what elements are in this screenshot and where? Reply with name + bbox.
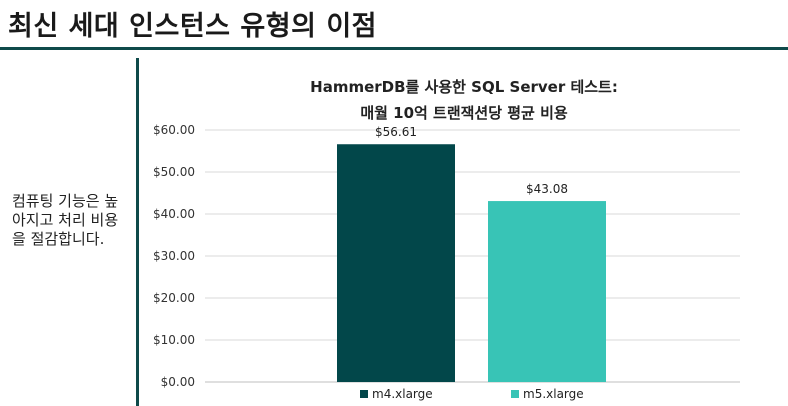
legend-label: m4.xlarge xyxy=(372,387,433,401)
bar-data-label: $43.08 xyxy=(526,182,568,196)
y-tick-label: $30.00 xyxy=(153,249,195,263)
bar-data-label: $56.61 xyxy=(375,125,417,139)
title-divider xyxy=(0,47,788,50)
bar-m4.xlarge xyxy=(337,144,455,382)
chart-title-block: HammerDB를 사용한 SQL Server 테스트: 매월 10억 트랜잭… xyxy=(140,74,788,126)
y-tick-label: $60.00 xyxy=(153,123,195,137)
y-tick-label: $40.00 xyxy=(153,207,195,221)
chart-title: HammerDB를 사용한 SQL Server 테스트: xyxy=(310,78,618,96)
chart-subtitle: 매월 10억 트랜잭션당 평균 비용 xyxy=(360,104,568,122)
y-tick-label: $10.00 xyxy=(153,333,195,347)
vertical-divider xyxy=(136,58,139,406)
y-tick-label: $20.00 xyxy=(153,291,195,305)
side-caption: 컴퓨팅 기능은 높아지고 처리 비용을 절감합니다. xyxy=(12,192,119,248)
y-tick-label: $50.00 xyxy=(153,165,195,179)
bar-m5.xlarge xyxy=(488,201,606,382)
legend-swatch xyxy=(511,390,519,398)
legend-swatch xyxy=(360,390,368,398)
legend-label: m5.xlarge xyxy=(523,387,584,401)
page-title: 최신 세대 인스턴스 유형의 이점 xyxy=(8,11,378,42)
y-tick-label: $0.00 xyxy=(161,375,195,389)
